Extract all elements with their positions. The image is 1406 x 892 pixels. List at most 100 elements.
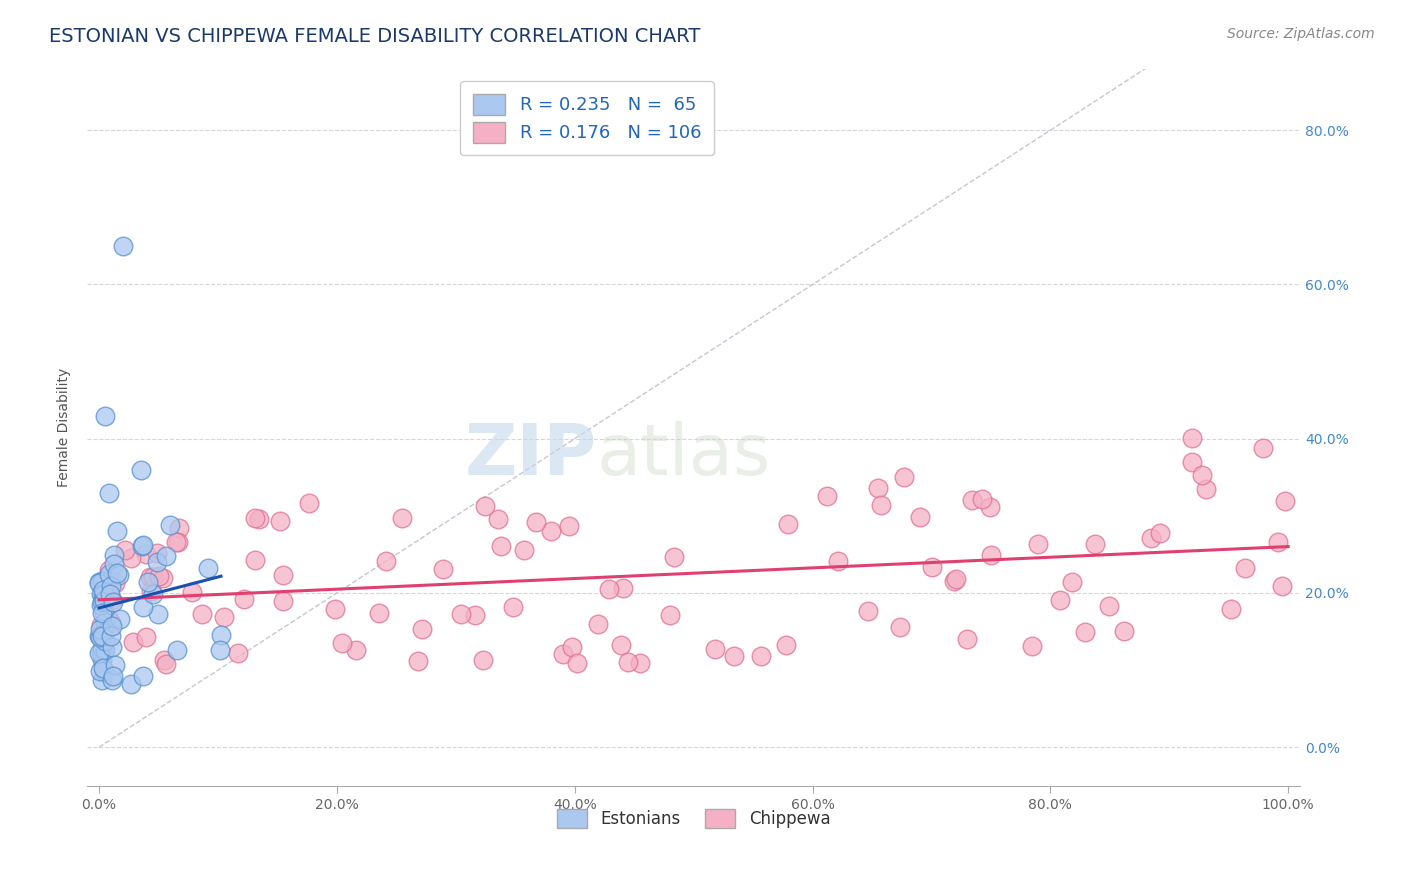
Point bbox=[89, 575, 111, 590]
Point bbox=[856, 603, 879, 617]
Point bbox=[921, 560, 943, 574]
Point bbox=[139, 570, 162, 584]
Point bbox=[1062, 574, 1084, 589]
Point bbox=[1267, 535, 1289, 549]
Point bbox=[962, 492, 984, 507]
Point bbox=[1253, 441, 1275, 455]
Text: Source: ZipAtlas.com: Source: ZipAtlas.com bbox=[1227, 27, 1375, 41]
Point bbox=[91, 582, 114, 597]
Point bbox=[91, 595, 114, 609]
Point bbox=[827, 554, 849, 568]
Point bbox=[943, 574, 966, 588]
Point bbox=[91, 653, 114, 667]
Point bbox=[97, 567, 120, 582]
Point bbox=[226, 646, 249, 660]
Point bbox=[142, 587, 165, 601]
Text: atlas: atlas bbox=[596, 421, 770, 491]
Point bbox=[90, 599, 112, 613]
Point bbox=[89, 622, 111, 636]
Point bbox=[450, 607, 472, 622]
Point bbox=[1234, 561, 1257, 575]
Point bbox=[247, 511, 270, 525]
Point bbox=[945, 572, 967, 586]
Point bbox=[89, 664, 111, 678]
Point bbox=[100, 615, 122, 630]
Point bbox=[565, 656, 588, 670]
Point bbox=[153, 653, 176, 667]
Point bbox=[1074, 625, 1097, 640]
Point bbox=[93, 592, 115, 607]
Point bbox=[142, 570, 165, 584]
Point bbox=[111, 239, 134, 253]
Point bbox=[432, 561, 454, 575]
Text: ESTONIAN VS CHIPPEWA FEMALE DISABILITY CORRELATION CHART: ESTONIAN VS CHIPPEWA FEMALE DISABILITY C… bbox=[49, 27, 700, 45]
Point bbox=[89, 646, 111, 660]
Point bbox=[243, 553, 266, 567]
Point bbox=[375, 554, 398, 568]
Point bbox=[889, 620, 911, 634]
Point bbox=[90, 641, 112, 656]
Point bbox=[612, 582, 634, 596]
Point bbox=[107, 568, 129, 582]
Point bbox=[1112, 624, 1135, 638]
Point bbox=[135, 630, 157, 644]
Point bbox=[100, 629, 122, 643]
Point bbox=[90, 645, 112, 659]
Point bbox=[104, 576, 127, 591]
Point bbox=[664, 550, 686, 565]
Point bbox=[101, 595, 124, 609]
Point bbox=[120, 677, 142, 691]
Point bbox=[868, 481, 890, 495]
Point bbox=[551, 647, 574, 661]
Point bbox=[146, 607, 169, 622]
Point bbox=[775, 638, 797, 652]
Point bbox=[105, 566, 128, 580]
Point bbox=[190, 607, 212, 622]
Point bbox=[146, 555, 169, 569]
Point bbox=[93, 626, 115, 640]
Point bbox=[89, 630, 111, 644]
Point bbox=[103, 557, 125, 571]
Point bbox=[93, 643, 115, 657]
Point bbox=[1049, 592, 1071, 607]
Point bbox=[91, 660, 114, 674]
Point bbox=[1191, 468, 1213, 483]
Point bbox=[908, 510, 931, 524]
Point bbox=[489, 539, 512, 553]
Point bbox=[659, 607, 682, 622]
Point bbox=[131, 539, 153, 553]
Point bbox=[271, 594, 294, 608]
Point bbox=[212, 610, 235, 624]
Point bbox=[243, 511, 266, 525]
Point bbox=[558, 519, 581, 533]
Point bbox=[298, 496, 321, 510]
Point bbox=[513, 543, 536, 558]
Point bbox=[90, 617, 112, 632]
Point bbox=[98, 612, 121, 626]
Point bbox=[152, 571, 174, 585]
Legend: Estonians, Chippewa: Estonians, Chippewa bbox=[550, 802, 837, 835]
Point bbox=[1180, 455, 1202, 469]
Point bbox=[166, 643, 188, 657]
Point bbox=[704, 642, 727, 657]
Point bbox=[197, 561, 219, 575]
Point bbox=[1220, 602, 1243, 616]
Point bbox=[122, 634, 145, 648]
Point bbox=[870, 499, 893, 513]
Point bbox=[90, 606, 112, 620]
Point bbox=[1026, 536, 1049, 550]
Point bbox=[89, 628, 111, 642]
Point bbox=[93, 594, 115, 608]
Point bbox=[1149, 526, 1171, 541]
Point bbox=[1140, 531, 1163, 545]
Point bbox=[609, 638, 631, 652]
Point bbox=[103, 548, 125, 562]
Point bbox=[89, 576, 111, 591]
Point bbox=[628, 657, 651, 671]
Point bbox=[464, 607, 486, 622]
Point bbox=[598, 582, 620, 597]
Point bbox=[94, 615, 117, 629]
Point bbox=[1271, 578, 1294, 592]
Point bbox=[956, 632, 979, 646]
Point bbox=[93, 605, 115, 619]
